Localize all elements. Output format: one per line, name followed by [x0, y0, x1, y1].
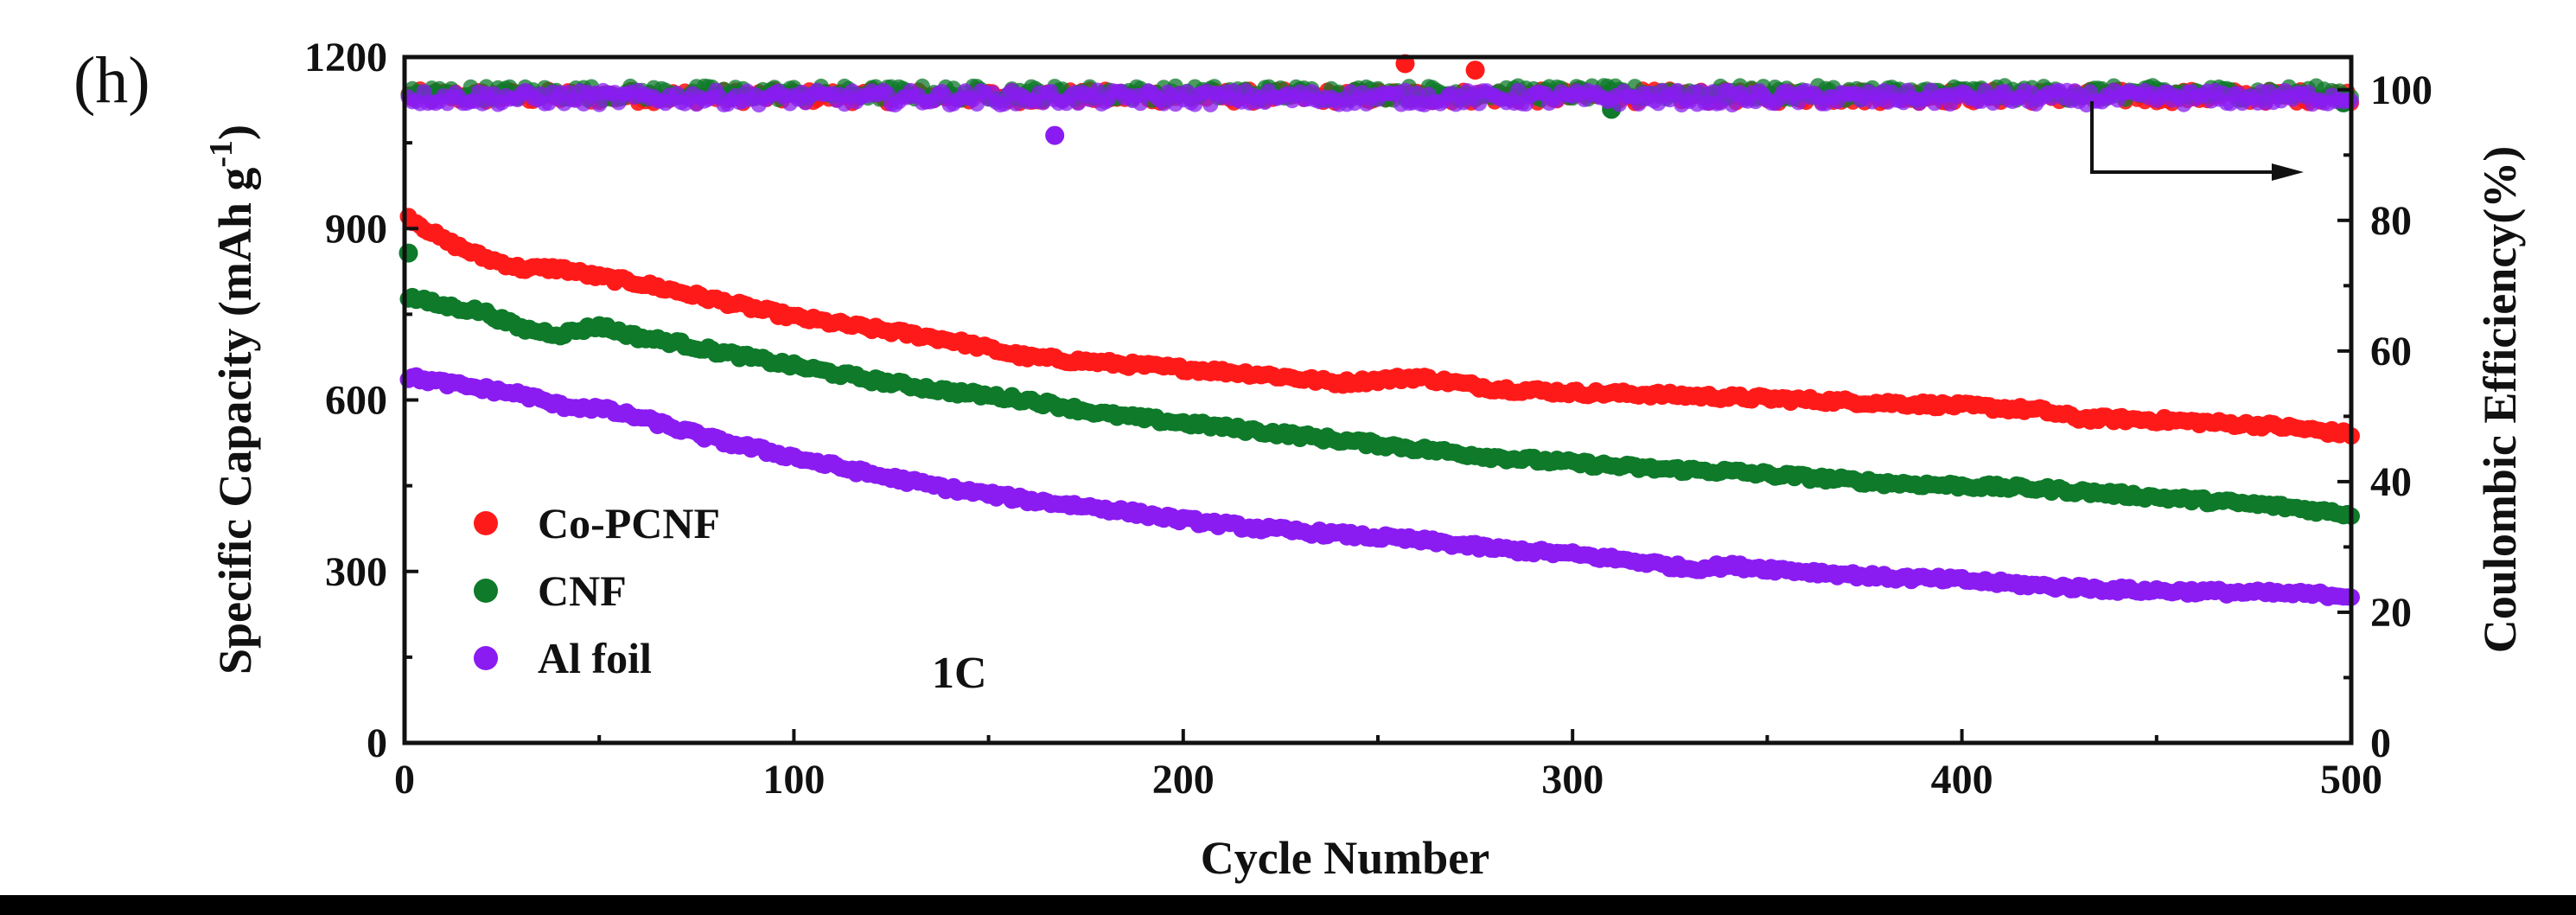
legend-marker	[474, 579, 498, 603]
y-right-tick-label: 60	[2370, 329, 2412, 374]
y-right-tick-label: 0	[2370, 720, 2391, 766]
x-tick-label: 200	[1152, 757, 1215, 803]
x-axis-title: Cycle Number	[1201, 832, 1489, 884]
series-co-pcnf	[399, 54, 2360, 445]
efficiency-outlier-al-foil	[1045, 125, 1065, 145]
y-left-tick-label: 300	[325, 549, 387, 595]
y-right-tick-label: 100	[2370, 67, 2433, 113]
efficiency-point-al-foil	[2176, 96, 2192, 112]
legend-marker	[474, 511, 498, 535]
x-tick-label: 500	[2320, 757, 2382, 803]
efficiency-point-al-foil	[1693, 83, 1709, 99]
efficiency-point-al-foil	[1089, 82, 1106, 99]
legend-marker	[474, 646, 498, 670]
legend-label: Co-PCNF	[538, 499, 720, 547]
rate-annotation: 1C	[932, 649, 987, 698]
legend-label: Al foil	[538, 634, 652, 682]
y-right-tick-label: 20	[2370, 590, 2412, 636]
right-axis-arrow	[2090, 101, 2278, 174]
x-tick-label: 400	[1931, 757, 1993, 803]
efficiency-outlier-co-pcnf	[1465, 61, 1485, 80]
y-left-tick-label: 0	[367, 720, 387, 766]
y-axis-right-title: Coulombic Efficiency(%)	[2474, 146, 2526, 653]
efficiency-point-al-foil	[1510, 82, 1527, 99]
plot-frame	[402, 54, 2354, 745]
y-axis-left-title-main: Specific Capacity (mAh g	[209, 168, 261, 675]
efficiency-point-al-foil	[591, 96, 608, 112]
chart-svg: (h) 0 100 200 300 400 50003006009001200020406…	[73, 35, 2526, 884]
y-right-tick-label: 80	[2370, 198, 2412, 244]
y-left-tick-label: 900	[325, 206, 387, 252]
x-tick-label: 0	[394, 757, 415, 803]
y-axis-left-title-close: )	[209, 125, 261, 140]
figure-panel: (h) 0 100 200 300 400 500 0 300 600 900 1200 0 20 40 6…	[0, 0, 2576, 895]
axis-ticks: 0 100 200 300 400 500030060090012000204060801…	[304, 35, 2433, 803]
y-axis-left-title-sup: -1	[203, 140, 239, 168]
efficiency-point-al-foil	[969, 96, 985, 112]
y-left-tick-label: 600	[325, 378, 387, 424]
x-tick-label: 100	[762, 757, 825, 803]
y-right-tick-label: 40	[2370, 459, 2412, 505]
legend: Co-PCNF CNF Al foil	[474, 499, 720, 682]
efficiency-point-al-foil	[1712, 94, 1729, 111]
data-marks	[399, 54, 2360, 606]
efficiency-outlier-cnf	[399, 243, 418, 263]
series-al-foil	[399, 82, 2360, 606]
y-axis-left-title: Specific Capacity (mAh g-1)	[203, 125, 261, 675]
efficiency-point-al-foil	[1397, 82, 1413, 99]
x-tick-label: 300	[1541, 757, 1604, 803]
panel-label: (h)	[73, 44, 150, 117]
legend-label: CNF	[538, 566, 627, 615]
right-axis-arrowhead	[2272, 163, 2304, 181]
y-left-tick-label: 1200	[304, 35, 387, 80]
efficiency-point-al-foil	[1471, 95, 1488, 112]
